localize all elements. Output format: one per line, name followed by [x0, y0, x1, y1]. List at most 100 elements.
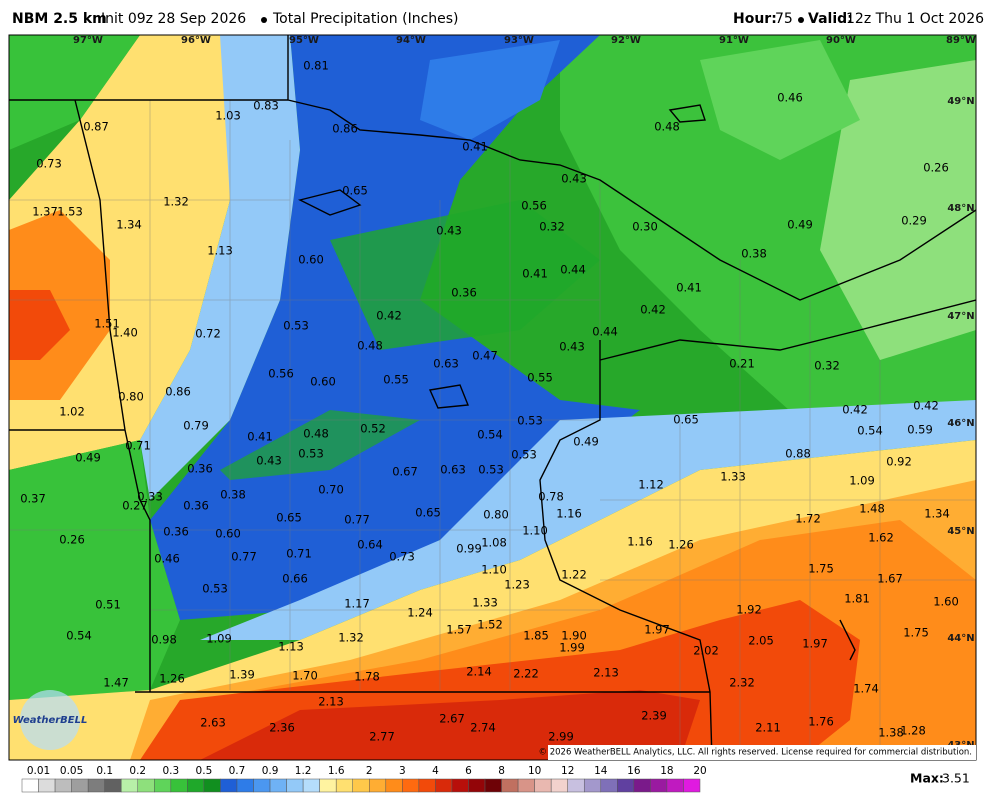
- point-value: 1.52: [477, 618, 503, 632]
- legend-label: 1.6: [328, 765, 345, 777]
- point-value: 1.85: [523, 629, 549, 643]
- point-value: 1.57: [446, 623, 472, 637]
- legend-swatch: [269, 778, 287, 793]
- point-value: 0.63: [433, 357, 459, 371]
- point-value: 0.53: [283, 319, 309, 333]
- point-value: 0.29: [901, 214, 927, 228]
- point-value: 1.02: [59, 405, 85, 419]
- point-value: 0.81: [303, 59, 329, 73]
- point-value: 2.63: [200, 716, 226, 730]
- point-value: 2.36: [269, 721, 295, 735]
- point-value: 1.28: [900, 724, 926, 738]
- max-label: Max:: [910, 771, 944, 786]
- point-value: 0.42: [640, 303, 666, 317]
- point-value: 0.53: [478, 463, 504, 477]
- init-time: Init 09z 28 Sep 2026: [101, 11, 246, 27]
- separator-dot: [798, 17, 804, 23]
- point-value: 0.59: [907, 423, 933, 437]
- point-value: 0.43: [561, 172, 587, 186]
- point-value: 0.88: [785, 447, 811, 461]
- point-value: 0.27: [122, 499, 148, 513]
- point-value: 0.63: [440, 463, 466, 477]
- point-value: 0.56: [521, 199, 547, 213]
- point-value: 0.83: [253, 99, 279, 113]
- latitude-label: 47°N: [947, 311, 974, 322]
- point-value: 0.46: [154, 552, 180, 566]
- point-value: 0.73: [36, 157, 62, 171]
- point-value: 1.76: [808, 715, 834, 729]
- point-value: 0.43: [256, 454, 282, 468]
- legend-swatch: [220, 778, 238, 793]
- point-value: 0.71: [125, 439, 151, 453]
- point-value: 0.53: [298, 447, 324, 461]
- point-value: 0.77: [344, 513, 370, 527]
- point-value: 0.36: [183, 499, 209, 513]
- point-value: 1.81: [844, 592, 870, 606]
- legend-swatch: [253, 778, 271, 793]
- valid-time: 12z Thu 1 Oct 2026: [846, 11, 984, 27]
- legend-swatch: [534, 778, 552, 793]
- point-value: 0.41: [247, 430, 273, 444]
- point-value: 0.43: [559, 340, 585, 354]
- point-value: 0.55: [527, 371, 553, 385]
- point-value: 0.38: [741, 247, 767, 261]
- logo: WeatherBELL: [13, 715, 88, 726]
- point-value: 0.65: [673, 413, 699, 427]
- legend-swatch: [104, 778, 122, 793]
- legend-label: 1.2: [295, 765, 312, 777]
- longitude-label: 97°W: [73, 35, 103, 46]
- point-value: 1.32: [163, 195, 189, 209]
- legend-swatch: [451, 778, 469, 793]
- point-value: 0.32: [539, 220, 565, 234]
- copyright-box: [548, 745, 976, 760]
- point-value: 1.22: [561, 568, 587, 582]
- legend-swatch: [286, 778, 304, 793]
- point-value: 1.97: [644, 623, 670, 637]
- legend-label: 0.05: [60, 765, 83, 777]
- longitude-label: 93°W: [504, 35, 534, 46]
- legend-label: 10: [528, 765, 541, 777]
- point-value: 0.26: [923, 161, 949, 175]
- point-value: 0.41: [522, 267, 548, 281]
- point-value: 2.77: [369, 730, 395, 744]
- point-value: 0.49: [787, 218, 813, 232]
- latitude-label: 49°N: [947, 96, 974, 107]
- point-value: 1.26: [668, 538, 694, 552]
- point-value: 0.52: [360, 422, 386, 436]
- legend-label: 2: [366, 765, 373, 777]
- latitude-label: 45°N: [947, 526, 974, 537]
- legend-swatch: [435, 778, 453, 793]
- legend-swatch: [154, 778, 172, 793]
- legend-label: 8: [498, 765, 505, 777]
- point-value: 1.60: [933, 595, 959, 609]
- point-value: 0.41: [676, 281, 702, 295]
- point-value: 1.13: [207, 244, 233, 258]
- point-value: 0.92: [886, 455, 912, 469]
- legend-swatch: [54, 778, 72, 793]
- legend-swatch: [650, 778, 668, 793]
- legend-swatch: [617, 778, 635, 793]
- legend-swatch: [683, 778, 701, 793]
- point-value: 0.53: [202, 582, 228, 596]
- point-value: 1.33: [472, 596, 498, 610]
- legend-swatch: [517, 778, 535, 793]
- point-value: 1.17: [344, 597, 370, 611]
- point-value: 0.56: [268, 367, 294, 381]
- point-value: 0.37: [20, 492, 46, 506]
- legend-label: 0.1: [96, 765, 113, 777]
- legend-swatch: [468, 778, 486, 793]
- point-value: 0.72: [195, 327, 221, 341]
- legend-swatch: [170, 778, 188, 793]
- legend-label: 0.01: [27, 765, 50, 777]
- max-value: 3.51: [942, 771, 970, 786]
- point-value: 0.70: [318, 483, 344, 497]
- legend-swatch: [319, 778, 337, 793]
- point-value: 2.99: [548, 730, 574, 744]
- legend-swatch: [71, 778, 89, 793]
- point-value: 1.38: [878, 726, 904, 740]
- legend-swatch: [666, 778, 684, 793]
- point-value: 1.34: [924, 507, 950, 521]
- point-value: 0.53: [517, 414, 543, 428]
- point-value: 1.39: [229, 668, 255, 682]
